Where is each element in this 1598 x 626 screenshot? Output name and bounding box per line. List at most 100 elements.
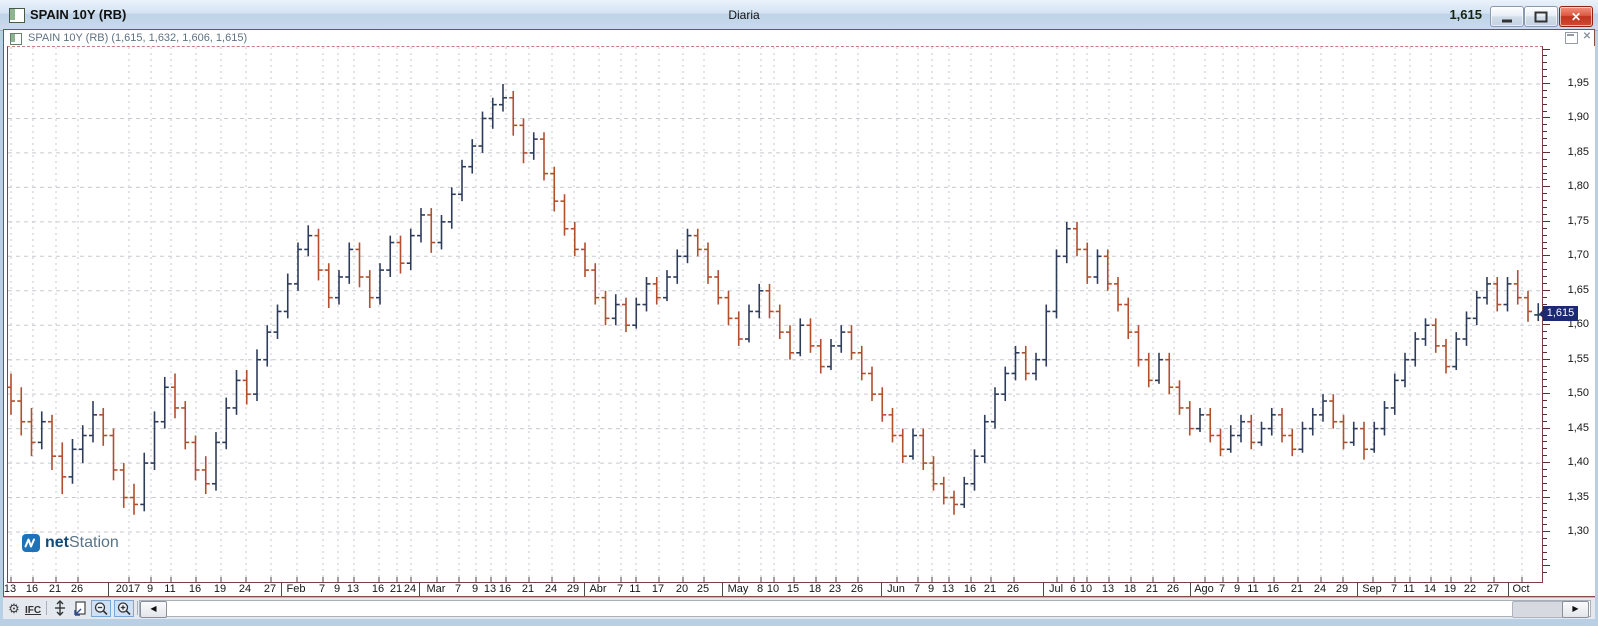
ohlc-bar (1524, 290, 1532, 322)
zoom-in-icon[interactable] (114, 600, 134, 617)
ohlc-bar (345, 242, 354, 284)
arrow-left-icon: ◀ (150, 604, 157, 613)
y-axis-minor-tick (1543, 420, 1547, 422)
x-axis-label: 19 (1443, 583, 1457, 595)
y-axis-major-tick (1543, 186, 1550, 188)
month-separator (108, 582, 109, 596)
x-axis-label: 16 (25, 583, 39, 595)
maximize-button[interactable] (1524, 6, 1558, 27)
ohlc-bar (837, 325, 846, 353)
settings-icon[interactable]: ⚙ (8, 601, 20, 616)
ohlc-bar (929, 456, 938, 491)
ohlc-bar (1001, 366, 1010, 402)
y-axis-minor-tick (1543, 344, 1547, 346)
ohlc-bar (888, 407, 897, 443)
ohlc-bar (1196, 407, 1204, 433)
ohlc-bar (48, 414, 56, 470)
y-axis-minor-tick (1543, 138, 1547, 140)
fit-page-icon[interactable] (71, 600, 89, 617)
ohlc-bar (365, 270, 374, 308)
title-bar[interactable]: SPAIN 10Y (RB) Diaria 1,615 ✕ (0, 0, 1598, 31)
y-axis-minor-tick (1543, 537, 1547, 539)
minimize-button[interactable] (1490, 6, 1524, 27)
y-axis-minor-tick (1543, 213, 1547, 215)
ohlc-bar (283, 273, 292, 319)
scroll-right-button[interactable]: ▶ (1562, 601, 1589, 618)
y-axis-minor-tick (1543, 400, 1547, 402)
ohlc-bar (1216, 428, 1225, 457)
x-axis-label: 26 (850, 583, 864, 595)
y-axis-label: 1,90 (1567, 111, 1589, 124)
y-axis-minor-tick (1543, 510, 1547, 512)
x-axis-label: Abr (589, 583, 607, 595)
y-axis-major-tick (1543, 220, 1550, 222)
ohlc-bar (724, 290, 733, 326)
y-axis-label: 1,65 (1567, 283, 1589, 296)
ohlc-bar (939, 476, 948, 505)
x-axis-label: 7 (1218, 583, 1226, 595)
ifc-icon[interactable]: IFC (24, 605, 42, 616)
ohlc-bar (242, 370, 251, 405)
toolbar-separator (46, 601, 47, 615)
ohlc-bar (755, 283, 764, 319)
y-axis-minor-tick (1543, 544, 1547, 546)
ohlc-bar (1308, 407, 1317, 436)
ohlc-bar (1185, 401, 1194, 436)
price-chart[interactable] (7, 46, 1543, 584)
child-close-icon[interactable]: ✕ (1582, 31, 1592, 42)
y-axis-minor-tick (1543, 275, 1547, 277)
ohlc-bar (1329, 394, 1338, 429)
y-axis-label: 1,40 (1567, 456, 1589, 469)
ohlc-bar (1083, 242, 1092, 284)
horizontal-scrollbar[interactable]: ◀ ▶ (139, 600, 1591, 618)
ohlc-bar (1390, 373, 1399, 415)
y-axis-minor-tick (1543, 262, 1547, 264)
x-axis-label: 24 (238, 583, 252, 595)
y-axis-minor-tick (1543, 455, 1547, 457)
ohlc-bar (1134, 325, 1143, 367)
ohlc-bar (1380, 401, 1389, 436)
y-axis-minor-tick (1543, 282, 1547, 284)
ohlc-bar (468, 139, 477, 174)
ohlc-bar (1513, 270, 1522, 305)
x-axis-label: Mar (426, 583, 446, 595)
ohlc-bar (355, 242, 364, 288)
last-price-tag: 1,615 (1539, 306, 1578, 321)
ohlc-bar (560, 194, 569, 236)
app-icon (9, 8, 25, 23)
x-axis-label: 16 (371, 583, 385, 595)
y-axis-major-tick (1543, 462, 1550, 464)
ohlc-bar (1165, 352, 1174, 395)
x-axis-label: 2017 (115, 583, 141, 595)
ohlc-bar (1247, 414, 1256, 450)
ohlc-bar (1339, 414, 1348, 450)
x-axis-label: 26 (1006, 583, 1020, 595)
fit-vertical-icon[interactable] (51, 600, 69, 617)
x-axis-label: 21 (521, 583, 535, 595)
ohlc-bar (396, 235, 405, 274)
ohlc-bar (673, 249, 682, 284)
ohlc-bar (601, 290, 610, 326)
timeframe-label: Diaria (728, 8, 760, 22)
x-axis-label: 19 (213, 583, 227, 595)
child-restore-icon[interactable] (1565, 32, 1578, 44)
scroll-left-button[interactable]: ◀ (140, 601, 167, 618)
ohlc-bar (1401, 352, 1409, 388)
y-axis-minor-tick (1543, 365, 1547, 367)
y-axis-major-tick (1543, 496, 1550, 498)
ohlc-bar (171, 373, 179, 419)
y-axis-minor-tick (1543, 69, 1547, 71)
time-axis[interactable]: 13 16 21 26 2017 9 11 16 19 24 27 Feb 7 9 13 16 21 24 Mar 7… (4, 582, 1595, 596)
close-button[interactable]: ✕ (1559, 6, 1593, 27)
x-axis-label: Jun (887, 583, 905, 595)
ohlc-bar (1114, 276, 1122, 312)
minimize-icon (1502, 19, 1512, 22)
ohlc-bar (150, 411, 159, 470)
zoom-out-icon[interactable] (91, 600, 111, 617)
y-axis-major-tick (1543, 83, 1550, 84)
ohlc-bar (27, 407, 36, 457)
ohlc-bar (212, 432, 220, 491)
ohlc-bar (519, 118, 528, 164)
y-axis-minor-tick (1543, 372, 1547, 374)
